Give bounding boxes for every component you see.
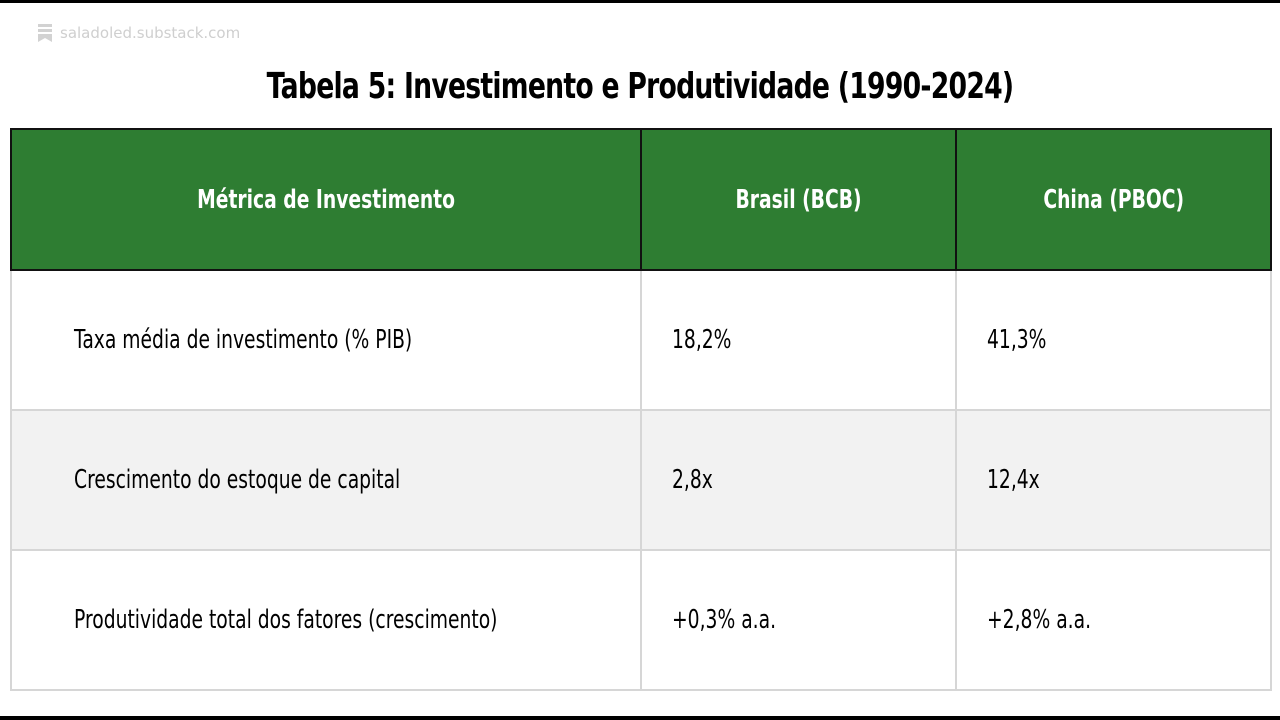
data-table-container: Métrica de Investimento Brasil (BCB) Chi… <box>10 128 1272 691</box>
brasil-value-cell: +0,3% a.a. <box>640 549 957 691</box>
top-border <box>0 0 1280 3</box>
watermark-text: saladoled.substack.com <box>60 24 241 42</box>
watermark: saladoled.substack.com <box>36 22 240 44</box>
header-metric: Métrica de Investimento <box>10 128 642 271</box>
bottom-border <box>0 716 1280 720</box>
metric-cell: Taxa média de investimento (% PIB) <box>10 269 642 411</box>
brasil-value-cell: 2,8x <box>640 409 957 551</box>
header-brasil: Brasil (BCB) <box>640 128 957 271</box>
header-china: China (PBOC) <box>955 128 1272 271</box>
table-row: Crescimento do estoque de capital 2,8x 1… <box>10 409 1272 551</box>
brasil-value-cell: 18,2% <box>640 269 957 411</box>
china-value-cell: 12,4x <box>955 409 1272 551</box>
table-row: Produtividade total dos fatores (crescim… <box>10 549 1272 691</box>
table-title: Tabela 5: Investimento e Produtividade (… <box>266 66 1014 107</box>
china-value-cell: 41,3% <box>955 269 1272 411</box>
investment-table: Métrica de Investimento Brasil (BCB) Chi… <box>10 128 1272 691</box>
metric-cell: Produtividade total dos fatores (crescim… <box>10 549 642 691</box>
china-value-cell: +2,8% a.a. <box>955 549 1272 691</box>
bookmark-icon <box>36 23 54 43</box>
header-row: Métrica de Investimento Brasil (BCB) Chi… <box>10 128 1272 271</box>
metric-cell: Crescimento do estoque de capital <box>10 409 642 551</box>
table-row: Taxa média de investimento (% PIB) 18,2%… <box>10 269 1272 411</box>
